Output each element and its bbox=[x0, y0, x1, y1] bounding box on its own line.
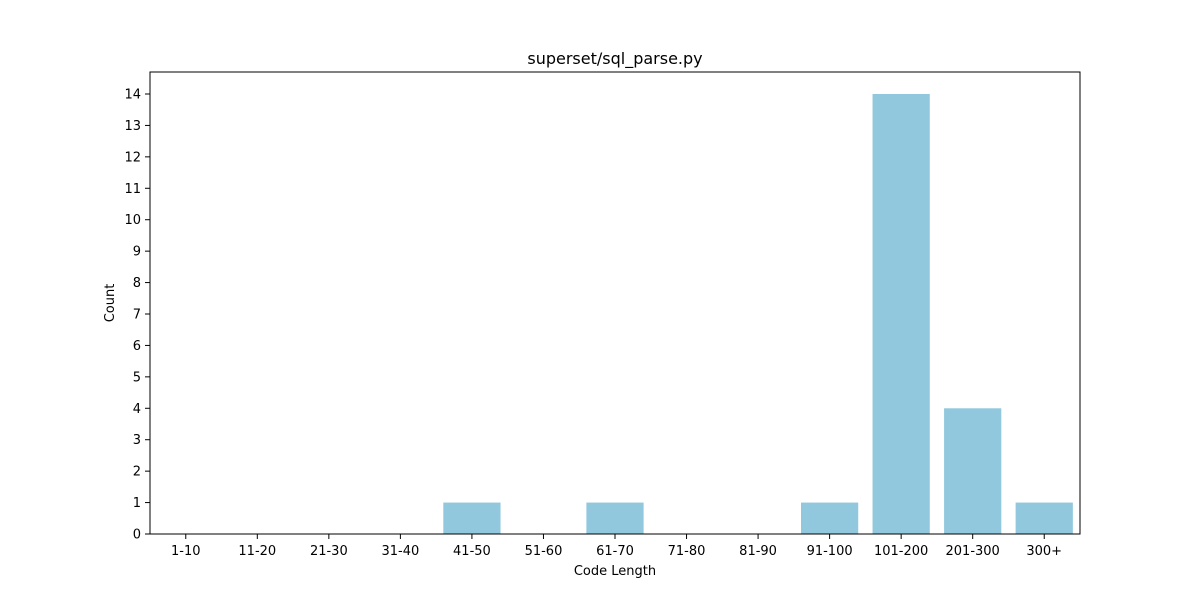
y-tick-label: 4 bbox=[133, 402, 141, 417]
x-tick-label: 21-30 bbox=[310, 544, 348, 559]
y-tick-label: 14 bbox=[124, 88, 141, 103]
x-tick-label: 61-70 bbox=[596, 544, 634, 559]
x-tick-label: 81-90 bbox=[739, 544, 777, 559]
x-tick-label: 11-20 bbox=[238, 544, 276, 559]
y-tick-label: 8 bbox=[133, 276, 141, 291]
chart-title: superset/sql_parse.py bbox=[527, 49, 702, 69]
y-tick-label: 3 bbox=[133, 433, 141, 448]
y-tick-label: 5 bbox=[133, 370, 141, 385]
x-tick-label: 71-80 bbox=[668, 544, 706, 559]
x-tick-label: 300+ bbox=[1026, 544, 1062, 559]
plot-area-frame bbox=[149, 71, 1081, 535]
y-tick-label: 10 bbox=[124, 213, 141, 228]
bar-300+ bbox=[1015, 502, 1073, 534]
y-tick-label: 13 bbox=[124, 119, 141, 134]
x-tick-label: 31-40 bbox=[381, 544, 419, 559]
x-tick-label: 91-100 bbox=[807, 544, 853, 559]
y-tick-label: 11 bbox=[124, 182, 141, 197]
x-tick-label: 101-200 bbox=[874, 544, 928, 559]
bar-101-200 bbox=[872, 94, 930, 534]
x-tick-label: 201-300 bbox=[946, 544, 1000, 559]
y-tick-label: 2 bbox=[133, 465, 141, 480]
y-tick-label: 7 bbox=[133, 308, 141, 323]
x-tick-label: 1-10 bbox=[171, 544, 201, 559]
y-tick-label: 9 bbox=[133, 245, 141, 260]
bar-61-70 bbox=[586, 502, 644, 534]
y-tick-label: 12 bbox=[124, 150, 141, 165]
bar-91-100 bbox=[801, 502, 859, 534]
x-tick-label: 51-60 bbox=[525, 544, 563, 559]
bar-41-50 bbox=[443, 502, 501, 534]
x-axis-ticks: 1-10 11-20 21-30 31-40 41-50 51-60 61-70 71-80 8… bbox=[171, 534, 1062, 559]
y-axis-label: Count bbox=[103, 284, 118, 323]
bar-201-300 bbox=[944, 408, 1002, 534]
y-tick-label: 1 bbox=[133, 496, 141, 511]
x-axis-label: Code Length bbox=[574, 564, 656, 579]
y-tick-label: 0 bbox=[133, 528, 141, 543]
x-tick-label: 41-50 bbox=[453, 544, 491, 559]
y-tick-label: 6 bbox=[133, 339, 141, 354]
bar-series bbox=[443, 94, 1073, 534]
